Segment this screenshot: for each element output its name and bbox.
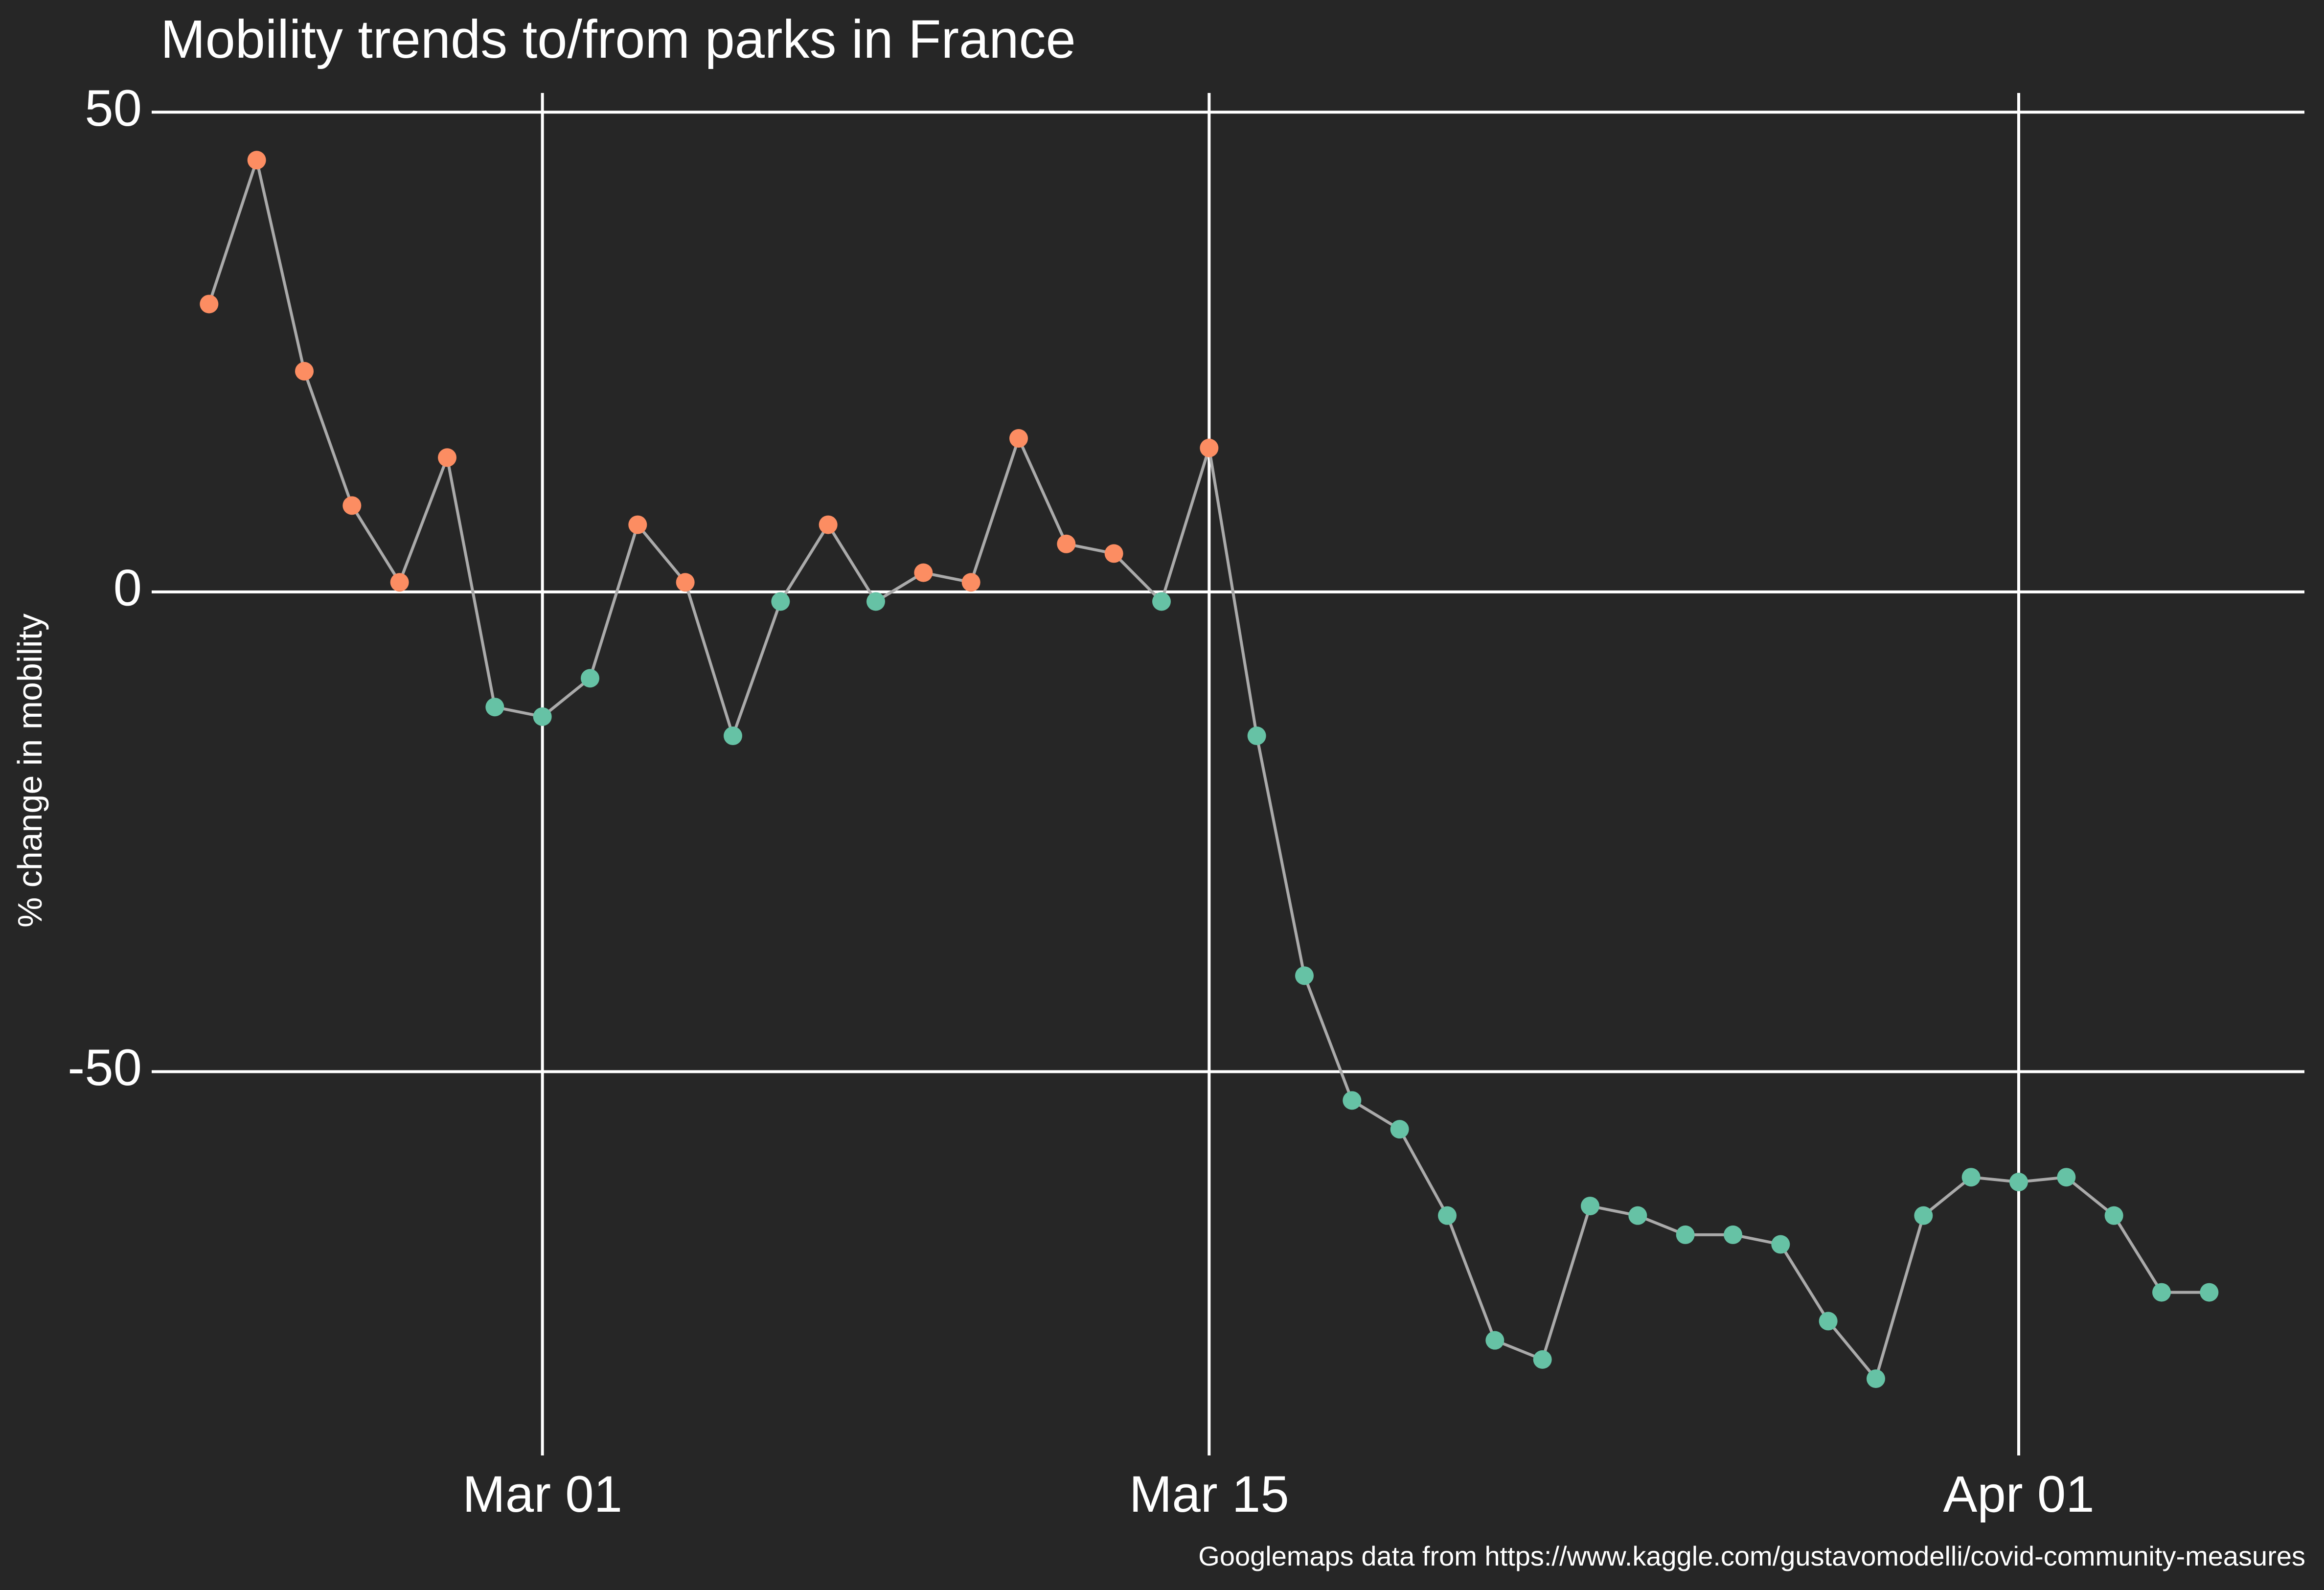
y-axis-label: % change in mobility	[11, 613, 49, 928]
data-point	[342, 496, 362, 515]
x-tick-label: Mar 01	[462, 1466, 622, 1523]
data-point	[1581, 1197, 1599, 1216]
data-point	[1771, 1235, 1790, 1254]
data-point	[628, 515, 647, 534]
data-point	[676, 573, 695, 592]
data-point	[1057, 534, 1076, 553]
data-point	[1247, 727, 1266, 746]
data-point	[771, 592, 790, 611]
data-point	[1485, 1331, 1504, 1350]
data-point	[200, 295, 219, 314]
y-tick-label: 50	[85, 80, 142, 137]
data-point	[1676, 1225, 1695, 1244]
data-point	[1533, 1350, 1552, 1369]
chart-caption: Googlemaps data from https://www.kaggle.…	[1198, 1541, 2305, 1571]
data-point	[1152, 592, 1171, 611]
data-point	[1724, 1225, 1742, 1244]
data-point	[2009, 1173, 2028, 1192]
data-point	[1961, 1168, 1981, 1187]
data-point	[485, 698, 504, 717]
data-point	[581, 669, 599, 688]
data-point	[2104, 1206, 2123, 1225]
data-point	[2057, 1168, 2076, 1187]
label-layer: 50 0 -50 Mar 01 Mar 15 Apr 01	[68, 80, 2094, 1523]
grid-layer	[152, 93, 2304, 1455]
data-point	[866, 592, 885, 611]
data-point	[295, 362, 314, 381]
x-tick-label: Mar 15	[1129, 1466, 1289, 1523]
y-tick-label: 0	[114, 560, 142, 617]
data-point	[390, 573, 409, 592]
data-point	[914, 563, 933, 582]
data-point	[1438, 1206, 1457, 1225]
data-point	[1343, 1091, 1362, 1110]
data-point	[819, 515, 838, 534]
data-point	[1295, 966, 1314, 985]
data-point	[1819, 1312, 1838, 1331]
x-tick-label: Apr 01	[1943, 1466, 2094, 1523]
data-point	[533, 707, 552, 726]
data-point	[1867, 1369, 1885, 1388]
data-point	[1200, 438, 1219, 457]
data-point	[1009, 429, 1028, 448]
data-point	[247, 151, 266, 170]
data-point	[724, 727, 742, 746]
data-point	[1390, 1120, 1409, 1139]
data-point	[2152, 1283, 2171, 1302]
data-point	[1628, 1206, 1647, 1225]
chart-title: Mobility trends to/from parks in France	[160, 9, 1076, 69]
point-layer	[200, 151, 2219, 1388]
data-point	[961, 573, 980, 592]
data-point	[2200, 1283, 2219, 1302]
data-point	[1914, 1206, 1933, 1225]
data-point	[438, 448, 456, 467]
y-tick-label: -50	[68, 1039, 142, 1096]
data-point	[1104, 544, 1123, 563]
